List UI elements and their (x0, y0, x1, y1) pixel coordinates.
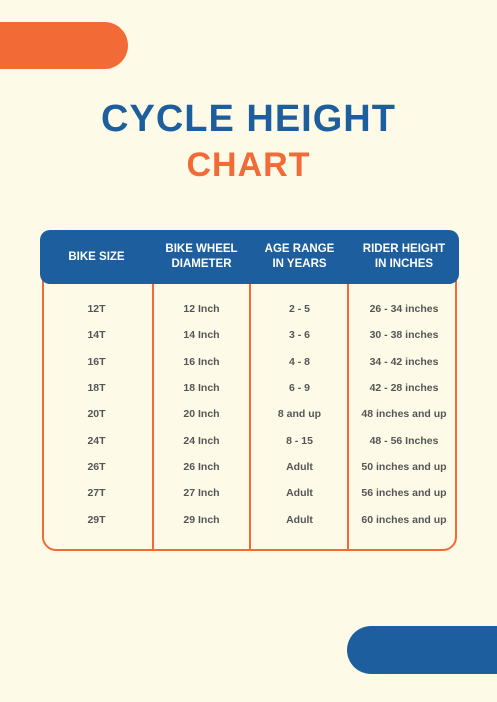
decorative-top-bar (0, 22, 128, 69)
table-row: 16T 16 Inch 4 - 8 34 - 42 inches (40, 349, 459, 375)
cell-bike-size: 26T (87, 460, 106, 473)
table-rows: 12T 12 Inch 2 - 5 26 - 34 inches 14T 14 … (40, 296, 459, 533)
column-divider (152, 282, 154, 550)
header-age-range: AGE RANGE IN YEARS (264, 243, 335, 270)
cell-wheel-diameter: 24 Inch (183, 434, 220, 447)
table-header: BIKE SIZE BIKE WHEEL DIAMETER AGE RANGE … (40, 230, 459, 284)
cell-age-range: 4 - 8 (288, 355, 310, 368)
column-divider (249, 282, 251, 550)
cell-rider-height: 60 inches and up (361, 513, 447, 526)
cell-bike-size: 20T (87, 408, 106, 421)
cell-age-range: 3 - 6 (288, 329, 310, 342)
header-wheel-diameter: BIKE WHEEL DIAMETER (165, 243, 238, 270)
cell-wheel-diameter: 16 Inch (183, 355, 220, 368)
cell-rider-height: 56 inches and up (361, 487, 447, 500)
cell-age-range: 8 and up (277, 408, 322, 421)
cell-age-range: Adult (286, 513, 313, 526)
table-row: 29T 29 Inch Adult 60 inches and up (40, 506, 459, 532)
table-row: 20T 20 Inch 8 and up 48 inches and up (40, 401, 459, 427)
cell-bike-size: 18T (87, 382, 106, 395)
table-row: 12T 12 Inch 2 - 5 26 - 34 inches (40, 296, 459, 322)
cell-wheel-diameter: 29 Inch (183, 513, 220, 526)
cell-bike-size: 29T (87, 513, 106, 526)
size-chart-table: BIKE SIZE BIKE WHEEL DIAMETER AGE RANGE … (40, 230, 459, 551)
cell-wheel-diameter: 20 Inch (183, 408, 220, 421)
table-row: 18T 18 Inch 6 - 9 42 - 28 inches (40, 375, 459, 401)
table-row: 24T 24 Inch 8 - 15 48 - 56 Inches (40, 427, 459, 453)
table-row: 26T 26 Inch Adult 50 inches and up (40, 454, 459, 480)
cell-rider-height: 48 inches and up (361, 408, 447, 421)
cell-rider-height: 42 - 28 inches (369, 382, 439, 395)
column-divider (347, 282, 349, 550)
cell-wheel-diameter: 27 Inch (183, 487, 220, 500)
cell-age-range: 6 - 9 (288, 382, 310, 395)
cell-age-range: Adult (286, 460, 313, 473)
cell-wheel-diameter: 18 Inch (183, 382, 220, 395)
cell-rider-height: 26 - 34 inches (369, 303, 439, 316)
cell-rider-height: 34 - 42 inches (369, 355, 439, 368)
cell-rider-height: 50 inches and up (361, 460, 447, 473)
header-rider-height: RIDER HEIGHT IN INCHES (362, 243, 446, 270)
cell-wheel-diameter: 14 Inch (183, 329, 220, 342)
cell-age-range: 2 - 5 (288, 303, 310, 316)
cell-wheel-diameter: 26 Inch (183, 460, 220, 473)
cell-rider-height: 30 - 38 inches (369, 329, 439, 342)
page-title: CYCLE HEIGHT (101, 98, 396, 140)
cell-rider-height: 48 - 56 Inches (369, 434, 439, 447)
cell-age-range: 8 - 15 (286, 434, 313, 447)
cell-bike-size: 27T (87, 487, 106, 500)
cell-bike-size: 12T (87, 303, 106, 316)
table-row: 27T 27 Inch Adult 56 inches and up (40, 480, 459, 506)
page-subtitle: CHART (186, 146, 311, 184)
cell-bike-size: 16T (87, 355, 106, 368)
decorative-bottom-bar (347, 626, 497, 674)
cell-wheel-diameter: 12 Inch (183, 303, 220, 316)
cell-age-range: Adult (286, 487, 313, 500)
header-bike-size: BIKE SIZE (68, 250, 125, 263)
table-row: 14T 14 Inch 3 - 6 30 - 38 inches (40, 322, 459, 348)
cell-bike-size: 24T (87, 434, 106, 447)
cell-bike-size: 14T (87, 329, 106, 342)
